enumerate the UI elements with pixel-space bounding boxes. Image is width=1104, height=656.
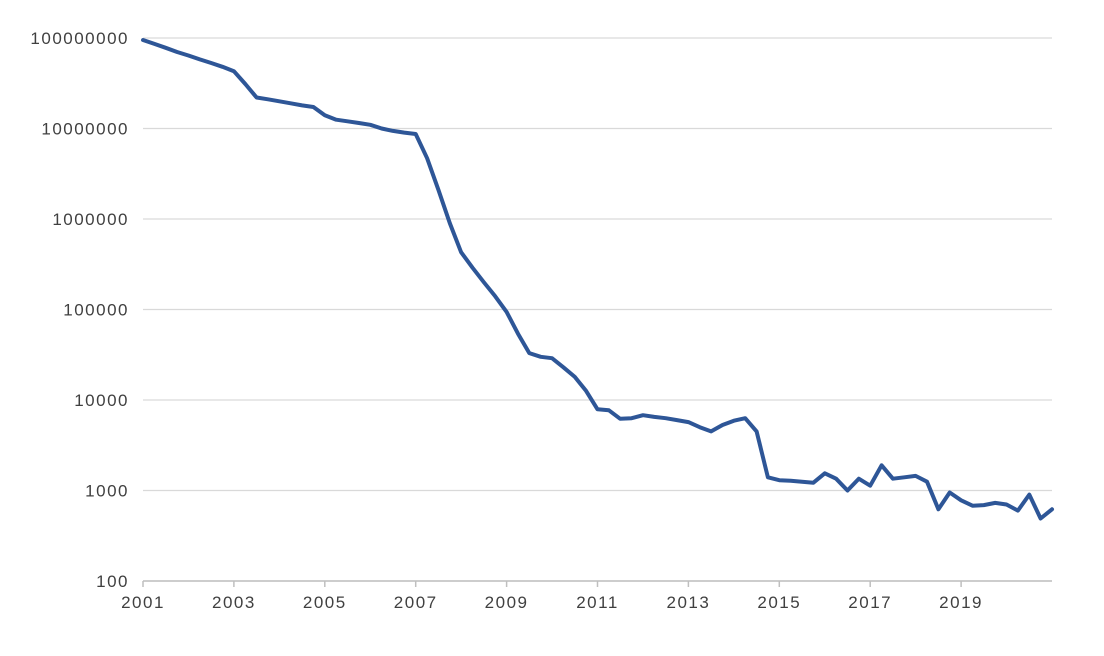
x-axis-tick-label: 2013 xyxy=(666,593,710,612)
data-series-line xyxy=(141,38,1054,521)
x-axis-tick-label: 2017 xyxy=(848,593,892,612)
y-axis-tick-label: 10000 xyxy=(74,391,129,410)
x-axis-tick-label: 2005 xyxy=(303,593,347,612)
y-axis-tick-label: 1000000 xyxy=(52,210,129,229)
x-axis-tick-label: 2011 xyxy=(576,593,619,612)
x-axis-tick-label: 2015 xyxy=(757,593,801,612)
x-axis-tick-label: 2007 xyxy=(394,593,438,612)
x-axis-tick-label: 2001 xyxy=(121,593,165,612)
x-axis-tick-label: 2003 xyxy=(212,593,256,612)
y-axis-tick-label: 100000 xyxy=(63,301,129,320)
x-axis-tick-label: 2019 xyxy=(939,593,983,612)
y-axis-tick-label: 1000 xyxy=(85,482,129,501)
y-axis-tick-label: 100000000 xyxy=(30,29,129,48)
y-axis-tick-label: 10000000 xyxy=(41,120,129,139)
y-axis-tick-label: 100 xyxy=(96,572,129,591)
x-axis-tick-label: 2009 xyxy=(485,593,529,612)
